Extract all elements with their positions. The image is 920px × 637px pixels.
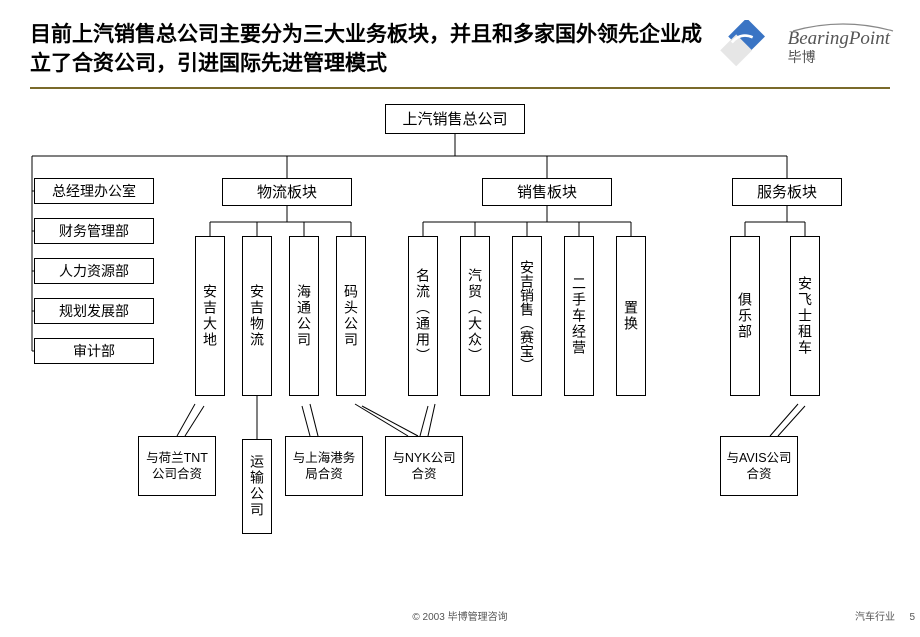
node-sector-logistics: 物流板块 bbox=[222, 178, 352, 206]
node-sub-jlb: 俱乐部 bbox=[730, 236, 760, 396]
node-sub-ajdd: 安吉大地 bbox=[195, 236, 225, 396]
node-sub-zh: 置换 bbox=[616, 236, 646, 396]
org-chart: 上汽销售总公司 总经理办公室 财务管理部 人力资源部 规划发展部 审计部 物流板… bbox=[30, 104, 890, 544]
callout-avis: 与AVIS公司合资 bbox=[720, 436, 798, 496]
callout-nyk: 与NYK公司合资 bbox=[385, 436, 463, 496]
callout-avis-text: 与AVIS公司合资 bbox=[725, 450, 793, 483]
node-sub-afs: 安飞士租车 bbox=[790, 236, 820, 396]
node-sub-qm: 汽贸︵大众︶ bbox=[460, 236, 490, 396]
node-sub-esc: 二手车经营 bbox=[564, 236, 594, 396]
node-root: 上汽销售总公司 bbox=[385, 104, 525, 134]
node-sub-mtgs: 码头公司 bbox=[336, 236, 366, 396]
callout-tnt: 与荷兰TNT公司合资 bbox=[138, 436, 216, 496]
node-sector-sales: 销售板块 bbox=[482, 178, 612, 206]
node-dept-planning: 规划发展部 bbox=[34, 298, 154, 324]
bearingpoint-logo: BearingPoint 毕博 bbox=[788, 29, 890, 64]
callout-port: 与上海港务局合资 bbox=[285, 436, 363, 496]
company-logo-icon bbox=[718, 20, 770, 72]
divider bbox=[30, 87, 890, 89]
node-sector-service: 服务板块 bbox=[732, 178, 842, 206]
slide-title: 目前上汽销售总公司主要分为三大业务板块，并且和多家国外领先企业成立了合资公司，引… bbox=[30, 20, 718, 79]
callout-nyk-text: 与NYK公司合资 bbox=[390, 450, 458, 483]
node-sub-ajwl: 安吉物流 bbox=[242, 236, 272, 396]
node-dept-hr: 人力资源部 bbox=[34, 258, 154, 284]
node-dept-audit: 审计部 bbox=[34, 338, 154, 364]
footer-copyright: © 2003 毕博管理咨询 bbox=[0, 608, 920, 623]
node-sub-ysgs: 运输公司 bbox=[242, 439, 272, 534]
node-sub-ajxs: 安吉销售︵赛宝︶ bbox=[512, 236, 542, 396]
footer-industry: 汽车行业 bbox=[855, 608, 895, 623]
node-sub-ml: 名流︵通用︶ bbox=[408, 236, 438, 396]
logos: BearingPoint 毕博 bbox=[718, 20, 890, 72]
footer-page: 5 bbox=[909, 612, 915, 623]
node-dept-gm-office: 总经理办公室 bbox=[34, 178, 154, 204]
brand-cn: 毕博 bbox=[788, 50, 890, 64]
node-dept-finance: 财务管理部 bbox=[34, 218, 154, 244]
node-sub-htgs: 海通公司 bbox=[289, 236, 319, 396]
callout-port-text: 与上海港务局合资 bbox=[290, 450, 358, 483]
callout-tnt-text: 与荷兰TNT公司合资 bbox=[143, 450, 211, 483]
